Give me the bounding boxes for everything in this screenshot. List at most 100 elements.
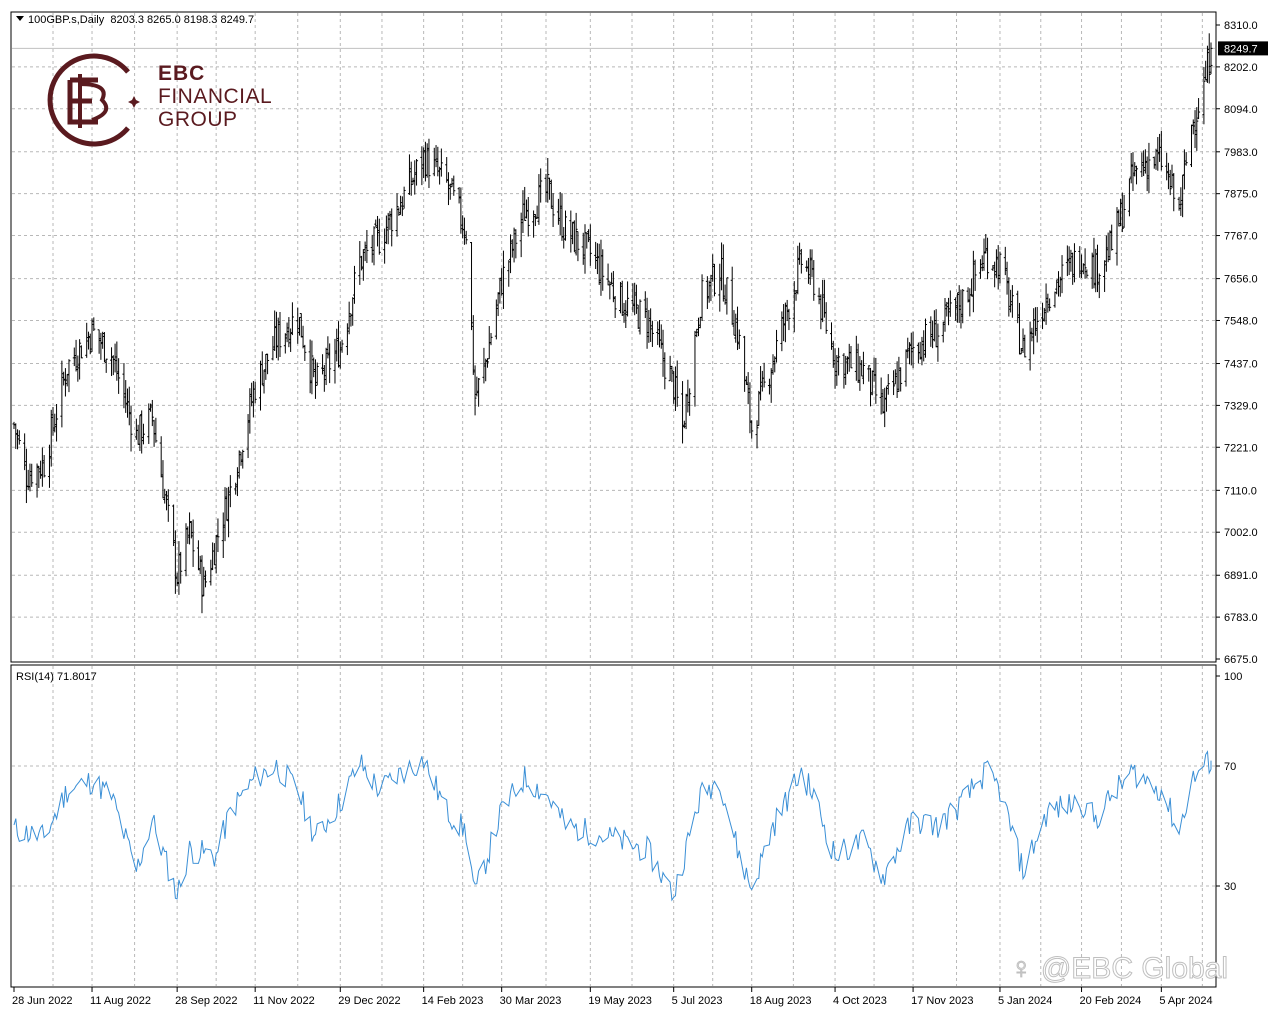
price-bar	[202, 566, 206, 597]
price-bar	[594, 241, 598, 270]
price-bar	[620, 280, 624, 316]
price-bar	[892, 370, 896, 396]
price-bar	[17, 430, 21, 445]
price-bar	[585, 232, 589, 249]
collapse-triangle-icon[interactable]	[16, 16, 24, 21]
price-bar	[636, 304, 640, 329]
price-bar	[101, 331, 105, 349]
price-bar	[246, 414, 250, 459]
price-bar	[209, 559, 213, 586]
price-bar	[448, 183, 452, 200]
price-bar	[906, 337, 910, 359]
price-bar	[86, 331, 90, 350]
price-bar	[124, 380, 128, 413]
price-bar	[709, 274, 713, 302]
price-bar	[576, 231, 580, 262]
price-bar	[971, 250, 975, 313]
price-bar	[438, 166, 442, 185]
price-bar	[72, 347, 76, 367]
price-bar	[659, 324, 663, 349]
time-tick-label: 5 Jan 2024	[998, 995, 1052, 1007]
price-bar	[477, 378, 481, 407]
price-bar	[510, 239, 514, 258]
price-tick-label: 7767.0	[1224, 231, 1258, 243]
price-bar	[271, 335, 275, 361]
price-bar	[1065, 245, 1069, 277]
price-bar	[767, 378, 771, 395]
price-bar	[1184, 152, 1188, 166]
price-bar	[806, 257, 810, 284]
price-bar	[1005, 261, 1009, 295]
price-bar	[117, 358, 121, 394]
price-bar	[638, 299, 642, 335]
price-bar	[290, 302, 294, 336]
price-bar	[78, 339, 82, 380]
price-bar	[955, 292, 959, 323]
price-bar	[1159, 130, 1163, 171]
price-bar	[237, 450, 241, 479]
price-bar	[313, 359, 317, 399]
price-bar	[1072, 243, 1076, 283]
price-bar	[941, 321, 945, 343]
price-bar	[748, 382, 752, 434]
price-bar	[485, 358, 489, 368]
price-bar	[918, 341, 922, 360]
price-tick-label: 7437.0	[1224, 359, 1258, 371]
price-bar	[1110, 224, 1114, 251]
price-bar	[285, 322, 289, 343]
chart-header: 100GBP.s,Daily 8203.3 8265.0 8198.3 8249…	[16, 14, 254, 26]
price-bar	[1120, 192, 1124, 233]
watermark-text: @EBC Global	[1040, 952, 1229, 986]
price-bar	[422, 147, 426, 179]
price-bar	[1035, 307, 1039, 343]
time-tick-label: 4 Oct 2023	[833, 995, 887, 1007]
price-bar	[489, 332, 493, 346]
price-bar	[411, 177, 415, 185]
price-bar	[799, 248, 803, 274]
ebc-logo-mark-icon	[47, 53, 140, 147]
rsi-panel-frame	[10, 664, 1217, 988]
price-bar	[459, 187, 463, 234]
price-bar	[725, 277, 729, 315]
price-bar	[785, 299, 789, 322]
price-bar	[929, 316, 933, 347]
price-bar	[948, 290, 952, 317]
price-bar	[370, 234, 374, 263]
logo-line2: GROUP	[158, 108, 238, 131]
price-bar	[737, 329, 741, 349]
price-bar	[830, 322, 834, 350]
price-bar	[904, 349, 908, 387]
price-bar	[62, 371, 66, 386]
price-bar	[196, 540, 200, 571]
price-bar	[374, 219, 378, 227]
time-tick-label: 5 Jul 2023	[672, 995, 723, 1007]
price-tick-label: 7875.0	[1224, 189, 1258, 201]
price-bar	[697, 317, 701, 337]
price-bar	[266, 353, 270, 375]
price-bar	[656, 321, 660, 346]
price-bar	[361, 249, 365, 281]
price-bar	[47, 444, 51, 488]
price-bar	[856, 343, 860, 383]
rsi-axis: 100 70 30	[1216, 671, 1242, 893]
price-bar	[1147, 142, 1151, 194]
price-bar	[842, 353, 846, 389]
price-bar	[42, 455, 46, 478]
price-bar	[970, 278, 974, 297]
price-bar	[1007, 277, 1011, 317]
price-bar	[1055, 279, 1059, 295]
price-bar	[922, 330, 926, 362]
rsi-tick-label: 70	[1224, 761, 1236, 773]
price-bar	[961, 288, 965, 324]
price-tick-label: 7110.0	[1224, 485, 1257, 497]
price-bar	[835, 355, 839, 386]
price-bar	[1197, 98, 1201, 120]
price-bar	[771, 354, 775, 375]
price-bar	[191, 519, 195, 567]
price-bar	[996, 245, 1000, 290]
price-tick-label: 6675.0	[1224, 654, 1258, 666]
price-bar	[1205, 45, 1209, 83]
price-bar	[234, 482, 238, 495]
price-bar	[672, 371, 676, 404]
